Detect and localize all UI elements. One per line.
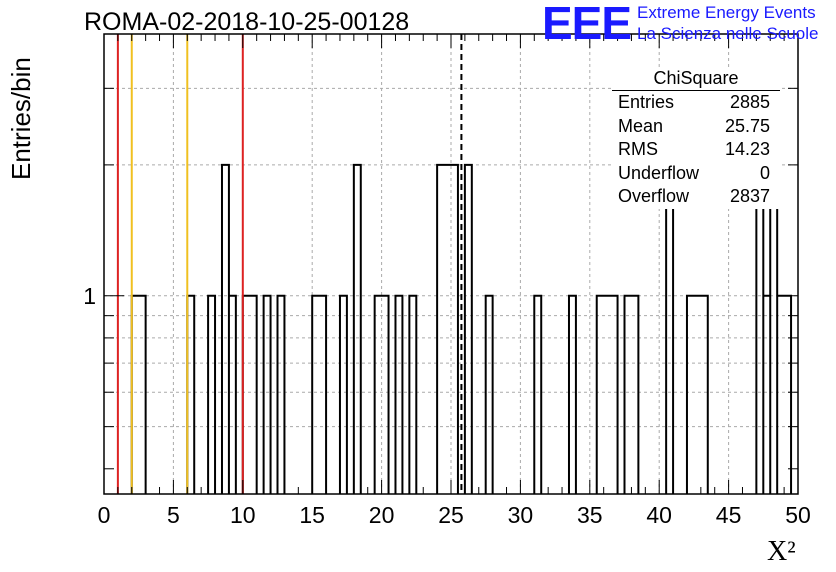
x-tick-label: 5 xyxy=(167,502,180,528)
y-tick-label: 1 xyxy=(83,283,96,309)
stats-value: 14.23 xyxy=(724,139,770,159)
stats-value: 25.75 xyxy=(724,115,770,136)
stats-label: RMS xyxy=(618,139,658,159)
x-tick-label: 30 xyxy=(508,502,534,528)
chart-title: ROMA-02-2018-10-25-00128 xyxy=(84,8,410,36)
stats-row-rms: RMS 14.23 xyxy=(612,138,780,162)
stats-label: Entries xyxy=(618,92,675,112)
x-tick-label: 0 xyxy=(98,502,111,528)
stats-value: 2837 xyxy=(729,186,770,206)
stats-row-underflow: Underflow 0 xyxy=(612,162,780,186)
y-axis-label: Entries/bin xyxy=(6,57,36,180)
stats-row-mean: Mean 25.75 xyxy=(612,115,780,139)
logo-line-2: La Scienza nelle Scuole xyxy=(637,24,819,43)
x-tick-label: 50 xyxy=(785,502,811,528)
eee-logo: EEE xyxy=(542,0,632,49)
x-tick-label: 25 xyxy=(438,502,464,528)
stats-row-overflow: Overflow 2837 xyxy=(612,185,780,209)
stats-row-entries: Entries 2885 xyxy=(612,91,780,115)
stats-title: ChiSquare xyxy=(612,68,780,91)
x-tick-label: 45 xyxy=(716,502,742,528)
x-tick-label: 40 xyxy=(646,502,672,528)
x-tick-label: 10 xyxy=(230,502,256,528)
stats-value: 2885 xyxy=(729,92,770,112)
stats-value: 0 xyxy=(759,162,770,183)
x-tick-label: 15 xyxy=(299,502,325,528)
x-tick-label: 20 xyxy=(369,502,395,528)
x-axis-label: X² xyxy=(767,536,796,567)
stats-label: Overflow xyxy=(618,186,690,206)
x-tick-label: 35 xyxy=(577,502,603,528)
stats-label: Underflow xyxy=(618,162,700,183)
stats-box: ChiSquare Entries 2885 Mean 25.75 RMS 14… xyxy=(612,68,780,209)
logo-line-1: Extreme Energy Events xyxy=(637,3,816,22)
stats-label: Mean xyxy=(618,115,664,136)
